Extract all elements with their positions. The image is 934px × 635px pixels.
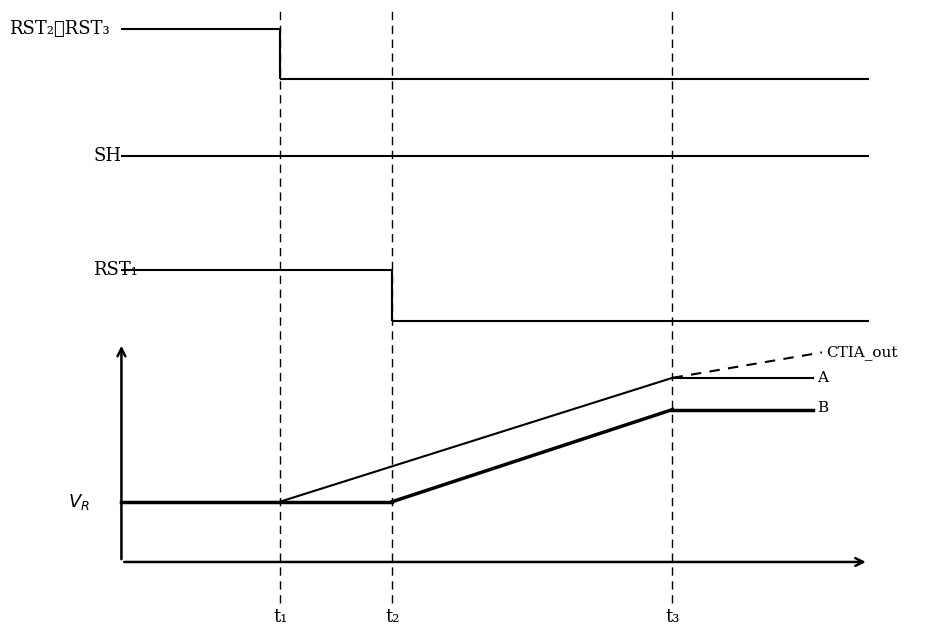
Text: t₂: t₂ bbox=[385, 608, 400, 626]
Text: SH: SH bbox=[93, 147, 121, 164]
Text: $V_R$: $V_R$ bbox=[68, 491, 91, 512]
Text: RST₁: RST₁ bbox=[93, 261, 138, 279]
Text: B: B bbox=[817, 401, 828, 415]
Text: t₁: t₁ bbox=[273, 608, 288, 626]
Text: t₃: t₃ bbox=[665, 608, 680, 626]
Text: RST₂、RST₃: RST₂、RST₃ bbox=[9, 20, 110, 37]
Text: A: A bbox=[817, 371, 828, 385]
Text: CTIA_out: CTIA_out bbox=[827, 345, 899, 360]
